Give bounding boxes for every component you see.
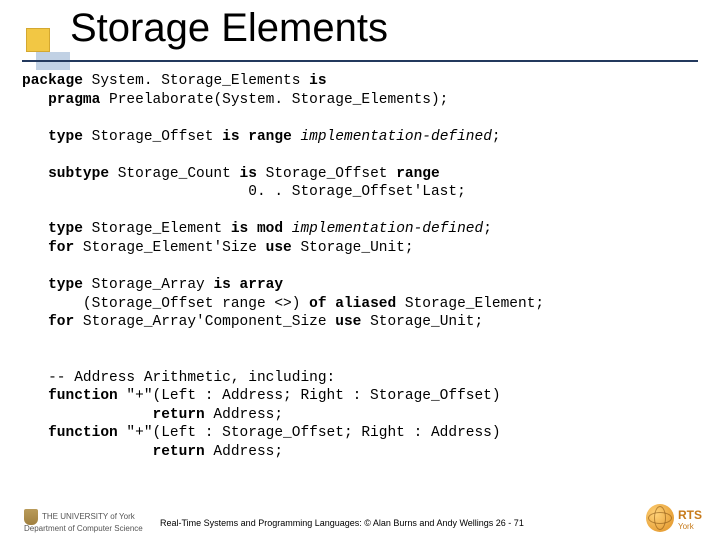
t: System. Storage_Elements <box>83 73 309 89</box>
globe-icon <box>646 504 674 532</box>
kw: pragma <box>22 92 100 108</box>
t: "+"(Left : Address; Right : Storage_Offs… <box>118 388 501 404</box>
kw: is array <box>213 277 283 293</box>
header: Storage Elements <box>0 0 720 78</box>
blank <box>22 110 31 126</box>
kw: type <box>22 277 83 293</box>
comment: -- Address Arithmetic, including: <box>22 370 335 386</box>
kw: range <box>396 166 440 182</box>
rts-text: RTS <box>678 508 702 522</box>
york-logo: THE UNIVERSITY of York Department of Com… <box>24 509 143 534</box>
kw: is mod <box>231 221 292 237</box>
t: 0. . Storage_Offset'Last; <box>22 184 466 200</box>
york-line1: THE UNIVERSITY of York <box>42 512 135 521</box>
footer: THE UNIVERSITY of York Department of Com… <box>0 496 720 540</box>
t: Storage_Element; <box>396 296 544 312</box>
kw: return <box>22 444 205 460</box>
t: Storage_Unit; <box>361 314 483 330</box>
kw: package <box>22 73 83 89</box>
t: Storage_Element'Size <box>74 240 265 256</box>
kw: return <box>22 407 205 423</box>
kw: is <box>240 166 257 182</box>
blank <box>22 333 31 349</box>
rts-logo: RTS York <box>646 504 702 532</box>
kw: is range <box>222 129 300 145</box>
kw: of aliased <box>309 296 396 312</box>
shield-icon <box>24 509 38 525</box>
blank <box>22 147 31 163</box>
t: ; <box>483 221 492 237</box>
t: Storage_Array <box>83 277 214 293</box>
t: Storage_Offset <box>257 166 396 182</box>
t: Address; <box>205 407 283 423</box>
kw: is <box>309 73 326 89</box>
blank <box>22 203 31 219</box>
t: Storage_Unit; <box>292 240 414 256</box>
york-line2: Department of Computer Science <box>24 525 143 534</box>
title-underline <box>22 60 698 62</box>
t: Preelaborate(System. Storage_Elements); <box>100 92 448 108</box>
t: Storage_Count <box>109 166 240 182</box>
t: "+"(Left : Storage_Offset; Right : Addre… <box>118 425 501 441</box>
page-title: Storage Elements <box>70 6 388 51</box>
t: Storage_Element <box>83 221 231 237</box>
kw: type <box>22 221 83 237</box>
kw: for <box>22 240 74 256</box>
t: ; <box>492 129 501 145</box>
kw: use <box>335 314 361 330</box>
rts-sub: York <box>678 522 702 531</box>
kw: subtype <box>22 166 109 182</box>
t: Address; <box>205 444 283 460</box>
kw: function <box>22 425 118 441</box>
kw: function <box>22 388 118 404</box>
kw: type <box>22 129 83 145</box>
code-block: package System. Storage_Elements is prag… <box>22 72 698 461</box>
t: Storage_Array'Component_Size <box>74 314 335 330</box>
footer-text: Real-Time Systems and Programming Langua… <box>160 518 524 528</box>
impl-defined: implementation-defined <box>300 129 491 145</box>
t: Storage_Offset <box>83 129 222 145</box>
t: (Storage_Offset range <>) <box>22 296 309 312</box>
blank <box>22 258 31 274</box>
kw: use <box>266 240 292 256</box>
impl-defined: implementation-defined <box>292 221 483 237</box>
kw: for <box>22 314 74 330</box>
blank <box>22 351 31 367</box>
title-accent-box <box>26 28 50 52</box>
